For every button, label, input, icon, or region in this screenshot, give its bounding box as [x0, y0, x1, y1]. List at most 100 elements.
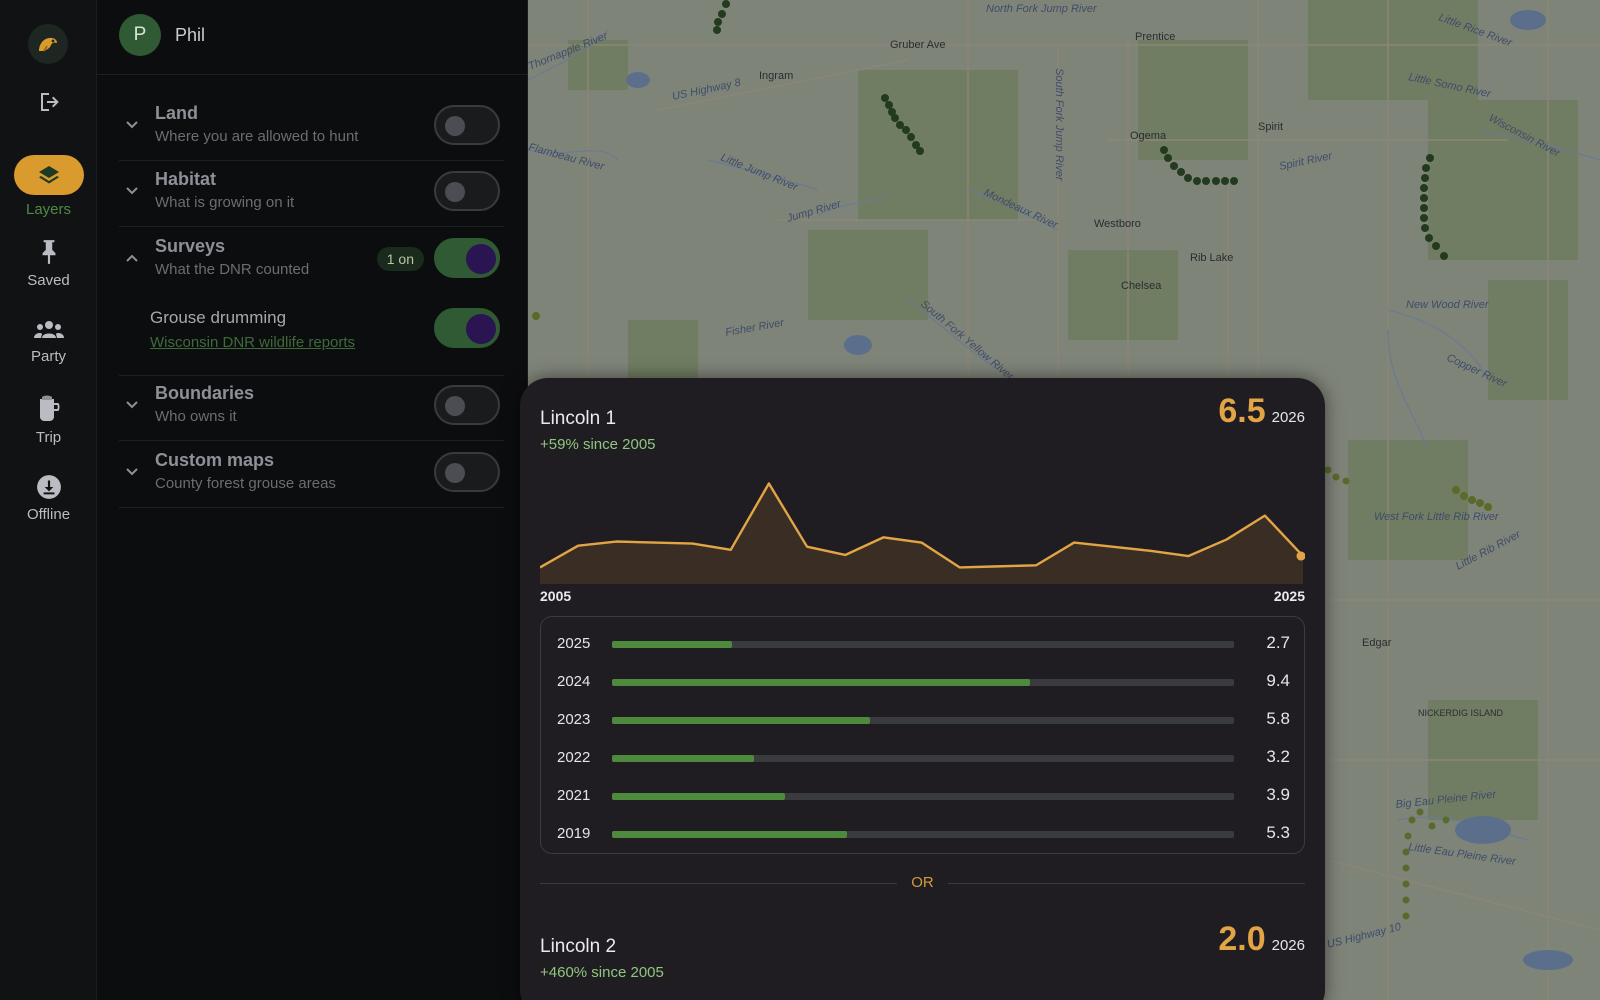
table-row: 2025 2.7 [541, 625, 1306, 663]
zone-score: 2.0 2026 [1218, 920, 1305, 959]
user-header[interactable]: P Phil [119, 14, 205, 56]
map-label: Prentice [1135, 31, 1175, 43]
map-label: North Fork Jump River [986, 3, 1098, 15]
score-year: 2026 [1271, 409, 1305, 426]
table-row: 2022 3.2 [541, 739, 1306, 777]
rail-item-offline[interactable]: Offline [0, 474, 97, 523]
row-year: 2022 [557, 749, 591, 766]
group-icon [33, 321, 64, 338]
rail-item-saved[interactable]: Saved [0, 238, 97, 289]
rail-item-party[interactable]: Party [0, 318, 97, 365]
map-label: South Fork Jump River [1053, 68, 1065, 182]
value-bar-track [612, 641, 1234, 648]
boundaries-toggle[interactable] [434, 385, 500, 425]
layer-row-custom-maps[interactable]: Custom maps County forest grouse areas [119, 442, 504, 508]
value-bar [612, 641, 732, 648]
row-value: 9.4 [1266, 671, 1290, 690]
layer-title: Habitat [155, 169, 217, 189]
map-label: Ogema [1130, 130, 1167, 142]
score-value: 6.5 [1218, 392, 1266, 430]
layer-row-surveys[interactable]: Surveys What the DNR counted 1 on [119, 228, 504, 294]
surveys-toggle[interactable] [434, 238, 500, 278]
row-value: 2.7 [1266, 633, 1290, 652]
table-row: 2021 3.9 [541, 777, 1306, 815]
map-label: Spirit [1258, 121, 1283, 133]
table-row: 2019 5.3 [541, 815, 1306, 853]
layer-title: Boundaries [155, 383, 255, 403]
chevron-down-icon[interactable] [124, 183, 140, 199]
row-value: 3.2 [1266, 747, 1290, 766]
grouse-drumming-toggle[interactable] [434, 308, 500, 348]
dnr-reports-link[interactable]: Wisconsin DNR wildlife reports [150, 334, 356, 351]
divider [97, 74, 528, 75]
table-row: 2024 9.4 [541, 663, 1306, 701]
row-year: 2019 [557, 825, 591, 842]
map-label: Rib Lake [1190, 252, 1233, 264]
map-label: West Fork Little Rib River [1374, 511, 1500, 523]
value-bar-track [612, 755, 1234, 762]
logout-button[interactable] [0, 90, 97, 114]
trend-area [540, 483, 1303, 584]
layer-subtitle: What is growing on it [155, 194, 295, 211]
rail-item-layers[interactable]: Layers [0, 155, 97, 218]
score-year: 2026 [1271, 937, 1305, 954]
value-bar-track [612, 831, 1234, 838]
table-row: 2023 5.8 [541, 701, 1306, 739]
rail-label: Party [30, 348, 66, 365]
zone-change: +460% since 2005 [540, 964, 664, 981]
user-name: Phil [175, 24, 206, 45]
land-toggle[interactable] [434, 105, 500, 145]
row-value: 5.3 [1266, 823, 1290, 842]
logout-icon [40, 93, 59, 111]
layer-row-boundaries[interactable]: Boundaries Who owns it [119, 375, 504, 441]
row-value: 3.9 [1266, 785, 1290, 804]
pin-icon [42, 240, 55, 264]
custom-maps-toggle[interactable] [434, 452, 500, 492]
zone-name: Lincoln 1 [540, 408, 617, 429]
row-value: 5.8 [1266, 709, 1290, 728]
layer-subtitle: What the DNR counted [155, 261, 310, 278]
x-axis-start-label: 2005 [540, 588, 572, 604]
value-bar-track [612, 793, 1234, 800]
layer-subtitle: Who owns it [155, 408, 237, 425]
latest-point [1296, 551, 1305, 561]
map-label: NICKERDIG ISLAND [1418, 708, 1504, 718]
value-bar-track [612, 679, 1234, 686]
layers-icon [38, 166, 59, 184]
value-bar-track [612, 717, 1234, 724]
trend-chart [540, 482, 1305, 584]
x-axis-end-label: 2025 [1273, 588, 1305, 604]
layer-title: Custom maps [155, 450, 275, 470]
year-values-table: 2025 2.7 2024 9.4 2023 5.8 2022 3.2 2021 3.9 2019 5… [540, 616, 1305, 854]
layer-row-land[interactable]: Land Where you are allowed to hunt [119, 95, 504, 161]
app-logo[interactable] [28, 24, 68, 64]
survey-results-sheet[interactable]: Lincoln 1 +59% since 2005 6.5 2026 2005 … [520, 378, 1325, 1000]
chevron-down-icon[interactable] [124, 397, 140, 413]
row-year: 2023 [557, 711, 591, 728]
map-label: Ingram [759, 70, 793, 82]
score-value: 2.0 [1218, 920, 1266, 958]
chevron-down-icon[interactable] [124, 464, 140, 480]
value-bar [612, 831, 848, 838]
zone-name: Lincoln 2 [540, 936, 617, 957]
row-year: 2021 [557, 787, 591, 804]
mug-icon [39, 395, 59, 421]
avatar[interactable]: P [119, 14, 161, 56]
sublayer-title: Grouse drumming [150, 308, 287, 327]
map-label: Gruber Ave [890, 39, 945, 51]
bird-logo-icon [39, 37, 57, 52]
sublayer-grouse-drumming: Grouse drumming Wisconsin DNR wildlife r… [119, 300, 504, 376]
rail-label: Trip [35, 429, 62, 446]
layer-title: Surveys [155, 236, 226, 256]
map-label: Edgar [1362, 637, 1392, 649]
row-year: 2025 [557, 635, 591, 652]
rail-item-trip[interactable]: Trip [0, 395, 97, 446]
map-label: Chelsea [1121, 280, 1162, 292]
chevron-up-icon[interactable] [124, 250, 140, 266]
layer-title: Land [155, 103, 198, 123]
or-label: OR [911, 874, 934, 891]
rail-label: Layers [25, 201, 72, 218]
habitat-toggle[interactable] [434, 171, 500, 211]
layer-row-habitat[interactable]: Habitat What is growing on it [119, 161, 504, 227]
chevron-down-icon[interactable] [124, 117, 140, 133]
